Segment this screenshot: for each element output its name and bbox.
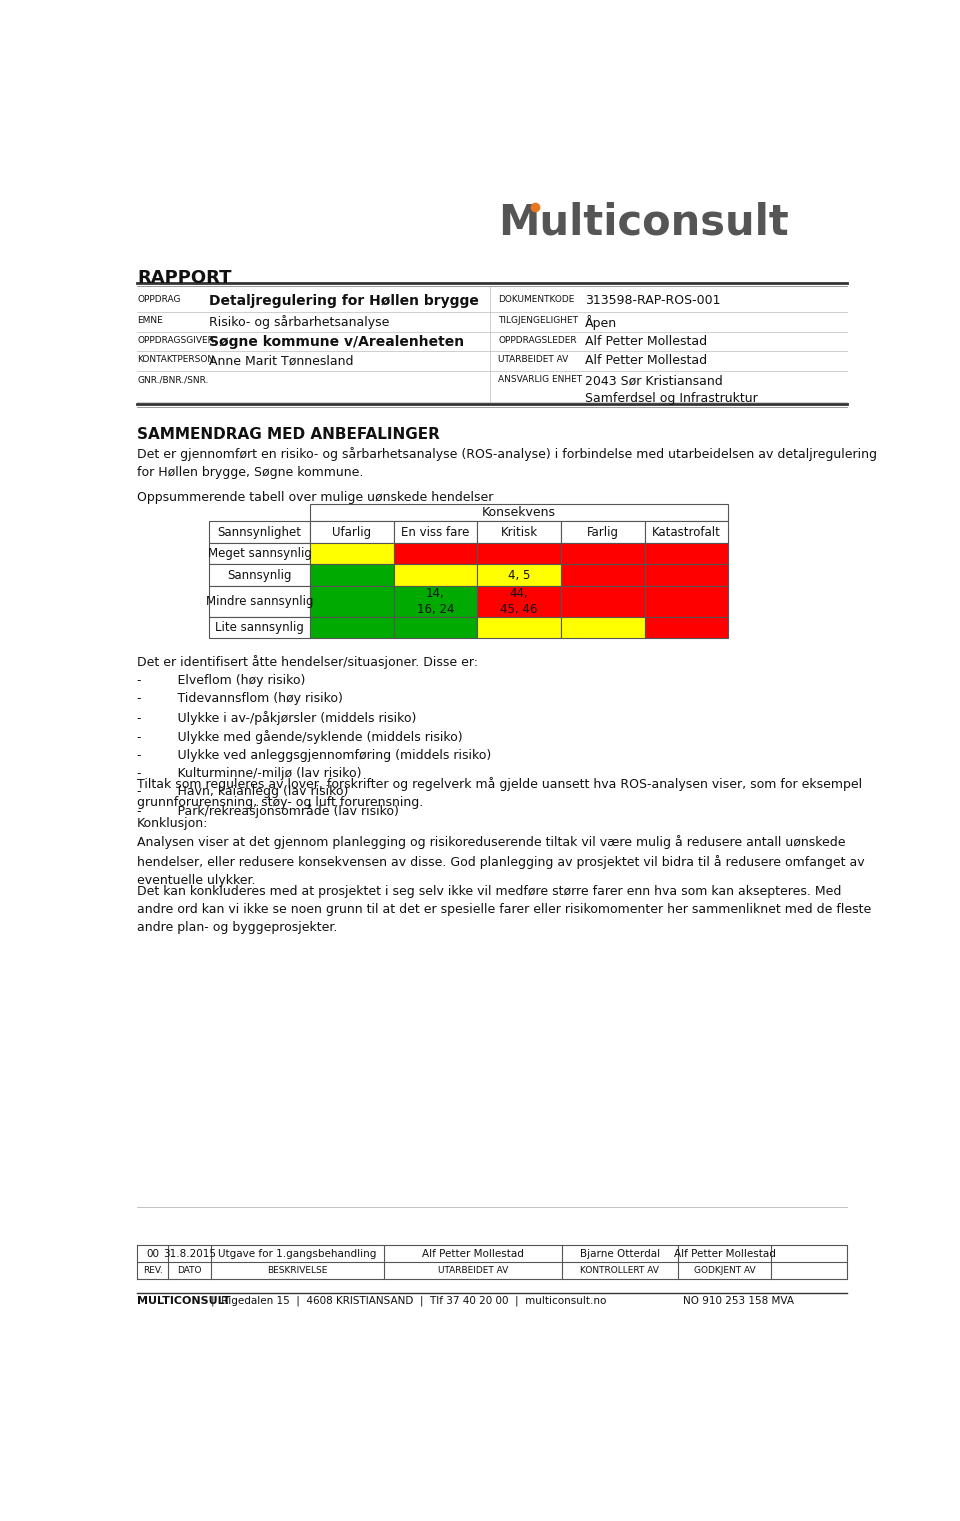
Bar [561, 522, 645, 543]
Text: En viss fare: En viss fare [401, 526, 469, 538]
Text: Alf Petter Mollestad: Alf Petter Mollestad [674, 1249, 776, 1258]
Text: Anne Marit Tønnesland: Anne Marit Tønnesland [209, 354, 353, 367]
Text: Kritisk: Kritisk [500, 526, 538, 538]
Text: Det er gjennomført en risiko- og sårbarhetsanalyse (ROS-analyse) i forbindelse m: Det er gjennomført en risiko- og sårbarh… [137, 447, 877, 479]
Text: 313598-RAP-ROS-001: 313598-RAP-ROS-001 [585, 294, 721, 307]
Bar [477, 543, 561, 564]
Text: 2043 Sør Kristiansand
Samferdsel og Infrastruktur: 2043 Sør Kristiansand Samferdsel og Infr… [585, 374, 757, 405]
Text: 44,
45, 46: 44, 45, 46 [500, 587, 538, 616]
Bar [477, 522, 561, 543]
Text: KONTAKTPERSON: KONTAKTPERSON [137, 354, 214, 364]
Text: REV.: REV. [143, 1265, 162, 1275]
Text: OPPDRAGSGIVER: OPPDRAGSGIVER [137, 336, 214, 345]
Text: RAPPORT: RAPPORT [137, 269, 231, 287]
Text: ANSVARLIG ENHET: ANSVARLIG ENHET [498, 376, 583, 383]
Text: 31.8.2015: 31.8.2015 [163, 1249, 216, 1258]
Text: Alf Petter Mollestad: Alf Petter Mollestad [421, 1249, 523, 1258]
Text: BESKRIVELSE: BESKRIVELSE [267, 1265, 327, 1275]
Bar [645, 564, 729, 586]
Bar [561, 586, 645, 618]
Bar [310, 522, 394, 543]
Text: Mindre sannsynlig: Mindre sannsynlig [205, 595, 313, 608]
Text: Sannsynlig: Sannsynlig [228, 569, 292, 581]
Text: UTARBEIDET AV: UTARBEIDET AV [438, 1265, 508, 1275]
Text: Tiltak som reguleres av lover, forskrifter og regelverk må gjelde uansett hva RO: Tiltak som reguleres av lover, forskrift… [137, 777, 862, 809]
Text: Risiko- og sårbarhetsanalyse: Risiko- og sårbarhetsanalyse [209, 315, 390, 329]
Bar [561, 564, 645, 586]
Text: Katastrofalt: Katastrofalt [652, 526, 721, 538]
Bar [310, 586, 394, 618]
Text: DOKUMENTKODE: DOKUMENTKODE [498, 295, 575, 304]
Bar [477, 586, 561, 618]
Bar [645, 522, 729, 543]
Text: EMNE: EMNE [137, 316, 163, 324]
Bar [645, 586, 729, 618]
Text: Oppsummerende tabell over mulige uønskede hendelser: Oppsummerende tabell over mulige uønsked… [137, 490, 493, 503]
Text: Meget sannsynlig: Meget sannsynlig [207, 548, 311, 560]
Bar [477, 618, 561, 639]
Text: Alf Petter Mollestad: Alf Petter Mollestad [585, 354, 708, 367]
Text: Farlig: Farlig [587, 526, 619, 538]
Text: Lite sannsynlig: Lite sannsynlig [215, 621, 304, 634]
Text: Detaljregulering for Høllen brygge: Detaljregulering for Høllen brygge [209, 294, 479, 309]
Text: |  Rigedalen 15  |  4608 KRISTIANSAND  |  Tlf 37 40 20 00  |  multiconsult.no: | Rigedalen 15 | 4608 KRISTIANSAND | Tlf… [211, 1296, 607, 1307]
Bar [310, 618, 394, 639]
Bar [209, 543, 310, 564]
Text: Sannsynlighet: Sannsynlighet [218, 526, 301, 538]
Bar [561, 618, 645, 639]
Bar [310, 543, 394, 564]
Text: TILGJENGELIGHET: TILGJENGELIGHET [498, 316, 578, 324]
Text: Bjarne Otterdal: Bjarne Otterdal [580, 1249, 660, 1258]
Text: GODKJENT AV: GODKJENT AV [694, 1265, 756, 1275]
Text: OPPDRAGSLEDER: OPPDRAGSLEDER [498, 336, 577, 345]
Bar [394, 586, 477, 618]
Text: Utgave for 1.gangsbehandling: Utgave for 1.gangsbehandling [218, 1249, 376, 1258]
Text: Søgne kommune v/Arealenheten: Søgne kommune v/Arealenheten [209, 335, 465, 348]
Bar [209, 522, 310, 543]
Bar [645, 618, 729, 639]
Text: MULTICONSULT: MULTICONSULT [137, 1296, 230, 1307]
Text: OPPDRAG: OPPDRAG [137, 295, 180, 304]
Text: SAMMENDRAG MED ANBEFALINGER: SAMMENDRAG MED ANBEFALINGER [137, 427, 440, 443]
Bar [477, 564, 561, 586]
Text: GNR./BNR./SNR.: GNR./BNR./SNR. [137, 376, 208, 383]
Bar [394, 564, 477, 586]
Bar [561, 543, 645, 564]
Text: Det kan konkluderes med at prosjektet i seg selv ikke vil medføre større farer e: Det kan konkluderes med at prosjektet i … [137, 885, 872, 934]
Bar [209, 564, 310, 586]
Bar [310, 564, 394, 586]
Text: UTARBEIDET AV: UTARBEIDET AV [498, 354, 568, 364]
Bar [209, 586, 310, 618]
Text: Alf Petter Mollestad: Alf Petter Mollestad [585, 335, 708, 348]
Bar [394, 618, 477, 639]
Text: Multiconsult: Multiconsult [498, 202, 789, 243]
Bar [394, 522, 477, 543]
Bar [394, 543, 477, 564]
Text: Åpen: Åpen [585, 315, 617, 330]
Text: 4, 5: 4, 5 [508, 569, 530, 581]
Text: Konklusjon:
Analysen viser at det gjennom planlegging og risikoreduserende tilta: Konklusjon: Analysen viser at det gjenno… [137, 817, 865, 887]
Text: 14,
16, 24: 14, 16, 24 [417, 587, 454, 616]
Text: Det er identifisert åtte hendelser/situasjoner. Disse er:
-         Elveflom (hø: Det er identifisert åtte hendelser/situa… [137, 656, 492, 818]
Bar [645, 543, 729, 564]
Text: NO 910 253 158 MVA: NO 910 253 158 MVA [684, 1296, 794, 1307]
Text: DATO: DATO [178, 1265, 202, 1275]
Text: Konsekvens: Konsekvens [482, 506, 556, 519]
Bar [310, 505, 729, 522]
Text: Ufarlig: Ufarlig [332, 526, 372, 538]
Text: 00: 00 [146, 1249, 159, 1258]
Bar [209, 618, 310, 639]
Text: KONTROLLERT AV: KONTROLLERT AV [581, 1265, 660, 1275]
